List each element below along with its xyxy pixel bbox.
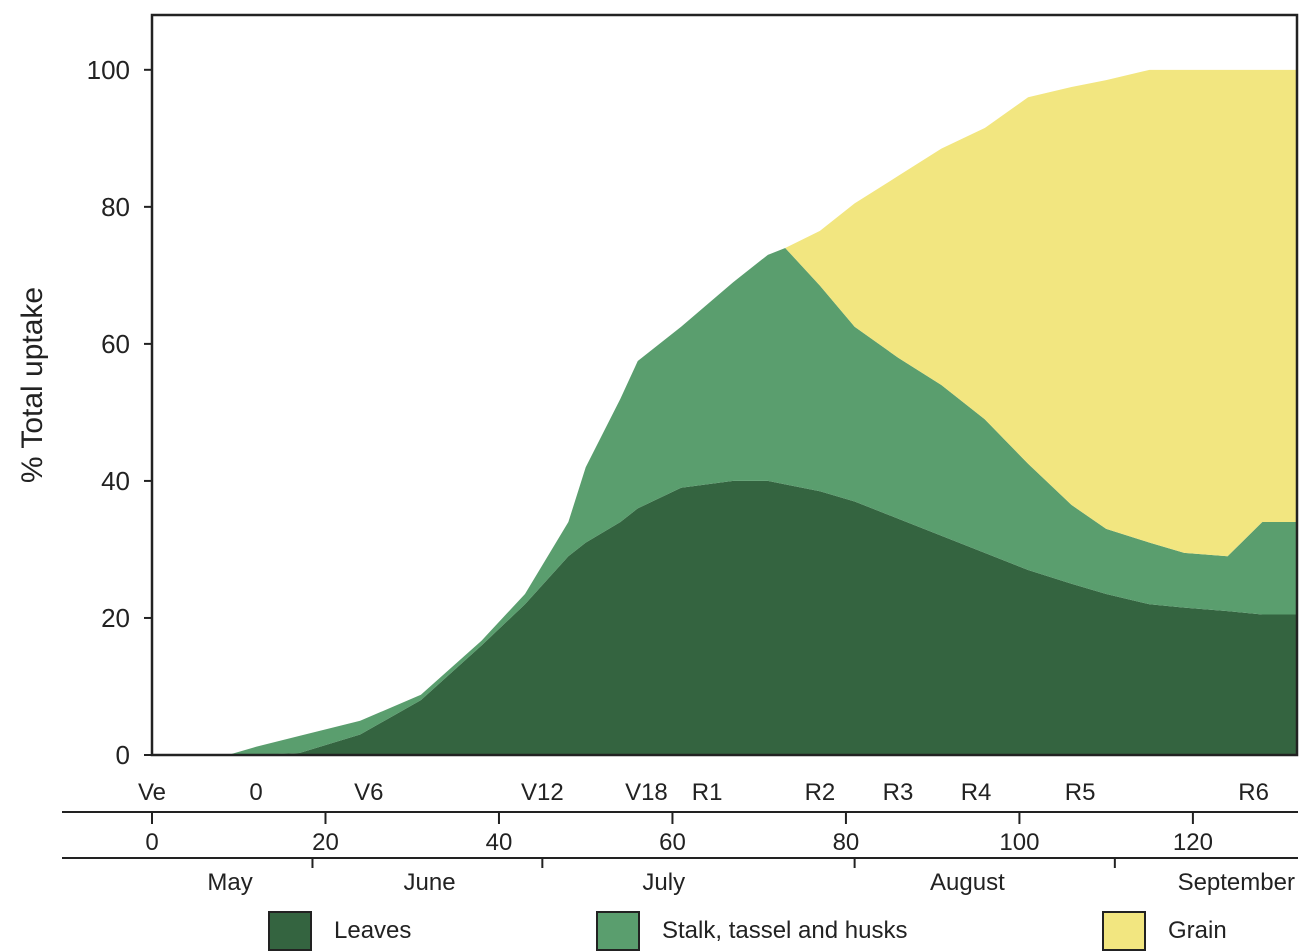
growth-stage-label: 0 [249,779,262,806]
area-series-group [152,69,1297,756]
growth-stage-label: R1 [692,779,723,806]
days-tick-label: 100 [999,829,1039,856]
y-tick-label: 20 [101,603,130,633]
legend-label-leaves: Leaves [334,917,412,944]
chart: 0 20 40 60 80 100 Ve 0 V6 V12 V18 R1 R2 R3 R4 R5 R6 0 20 4… [16,13,1299,896]
legend-label-stalk: Stalk, tassel and husks [662,917,908,944]
legend-item-grain: Grain [1102,910,1227,952]
days-tick-label: 60 [659,829,686,856]
growth-stage-label: Ve [138,779,166,806]
area-stalk [152,247,1297,756]
growth-stage-label: R6 [1238,779,1269,806]
month-label: May [207,869,252,896]
y-tick-label: 100 [87,55,130,85]
days-tick-label: 120 [1173,829,1213,856]
days-tick-label: 40 [486,829,513,856]
growth-stage-label: R2 [805,779,836,806]
month-label: June [404,869,456,896]
y-tick-label: 80 [101,192,130,222]
area-leaves [152,480,1297,755]
legend-swatch-stalk [596,911,640,951]
growth-stage-label: V12 [521,779,564,806]
area-grain [152,69,1297,755]
legend-label-grain: Grain [1168,917,1227,944]
month-label: August [930,869,1005,896]
growth-stage-label: V18 [625,779,668,806]
growth-stage-label: R5 [1065,779,1096,806]
days-tick-label: 80 [833,829,860,856]
y-axis: 0 20 40 60 80 100 [87,55,152,770]
y-tick-label: 0 [116,740,130,770]
y-tick-label: 40 [101,466,130,496]
x-axes: Ve 0 V6 V12 V18 R1 R2 R3 R4 R5 R6 0 20 40 60 80 100 120 Ma… [62,779,1298,896]
legend-item-stalk: Stalk, tassel and husks [596,910,907,952]
y-axis-label: % Total uptake [16,287,49,483]
days-tick-label: 20 [312,829,339,856]
legend-swatch-grain [1102,911,1146,951]
legend-item-leaves: Leaves [268,910,411,952]
plot-frame [150,13,1299,757]
growth-stage-label: V6 [354,779,383,806]
growth-stage-label: R3 [883,779,914,806]
month-label: July [642,869,685,896]
days-tick-label: 0 [145,829,158,856]
month-label: September [1178,869,1295,896]
legend: Leaves Stalk, tassel and husks Grain [0,910,1304,952]
y-tick-label: 60 [101,329,130,359]
growth-stage-label: R4 [961,779,992,806]
legend-swatch-leaves [268,911,312,951]
